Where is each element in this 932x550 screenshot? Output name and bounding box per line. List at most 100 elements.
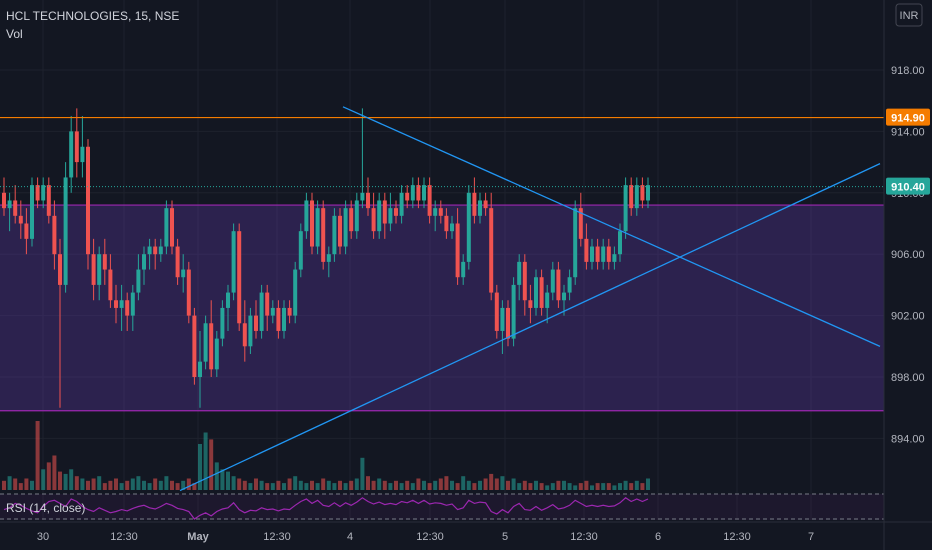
candle-body bbox=[282, 307, 286, 331]
candle-body bbox=[119, 300, 124, 308]
candle bbox=[108, 254, 113, 308]
candle bbox=[646, 177, 650, 209]
candle bbox=[254, 300, 258, 339]
candle-body bbox=[214, 338, 219, 370]
candle-body bbox=[511, 284, 516, 339]
candle bbox=[181, 254, 186, 293]
volume-bar bbox=[466, 480, 471, 490]
candle bbox=[125, 292, 130, 331]
candle-body bbox=[7, 200, 12, 209]
descending-trendline[interactable] bbox=[342, 106, 881, 347]
volume-bar bbox=[550, 483, 555, 490]
candle bbox=[170, 200, 174, 255]
candle bbox=[450, 215, 454, 239]
volume-bar bbox=[52, 455, 57, 490]
volume-bar bbox=[24, 478, 29, 490]
candle-body bbox=[534, 277, 538, 308]
candle-body bbox=[382, 200, 387, 224]
candle bbox=[259, 284, 264, 339]
time-tick-label: 12:30 bbox=[110, 531, 138, 543]
candle-body bbox=[343, 208, 348, 247]
candle bbox=[242, 300, 247, 362]
volume-bar bbox=[511, 478, 516, 490]
candle-body bbox=[377, 200, 382, 232]
candle bbox=[366, 177, 370, 216]
price-tick-label: 902.00 bbox=[891, 311, 925, 323]
volume-bar bbox=[640, 483, 645, 490]
candle bbox=[58, 238, 62, 408]
candle bbox=[377, 192, 382, 239]
volume-bar bbox=[506, 480, 510, 490]
candle bbox=[478, 192, 482, 224]
volume-bar bbox=[366, 476, 370, 490]
candle bbox=[466, 185, 471, 270]
volume-bar bbox=[125, 480, 130, 490]
candle-body bbox=[466, 192, 471, 262]
candle-body bbox=[24, 223, 29, 239]
candle-body bbox=[231, 231, 236, 293]
candle-body bbox=[310, 200, 314, 247]
volume-bar bbox=[450, 480, 454, 490]
candle-body bbox=[461, 261, 466, 278]
volume-bar bbox=[646, 478, 650, 490]
candle-body bbox=[142, 254, 146, 270]
candle-body bbox=[209, 323, 214, 370]
candle-body bbox=[153, 246, 158, 255]
time-tick-label: 12:30 bbox=[570, 531, 598, 543]
candle bbox=[382, 192, 387, 239]
candle-body bbox=[315, 208, 320, 247]
candle bbox=[539, 269, 544, 316]
candle bbox=[444, 208, 449, 239]
candle-body bbox=[455, 223, 460, 278]
volume-bar bbox=[321, 478, 326, 490]
volume-bar bbox=[629, 483, 634, 490]
volume-bar bbox=[326, 480, 331, 490]
candle bbox=[209, 300, 214, 377]
candle-body bbox=[500, 307, 505, 331]
volume-bar bbox=[455, 483, 460, 490]
volume-bar bbox=[63, 473, 68, 490]
volume-bar bbox=[612, 485, 617, 490]
candle bbox=[584, 223, 589, 270]
candle-body bbox=[192, 315, 197, 377]
candle bbox=[567, 269, 572, 301]
candle-body bbox=[114, 300, 118, 308]
candle-body bbox=[147, 246, 152, 255]
candle-body bbox=[528, 300, 533, 308]
time-tick-label: 7 bbox=[808, 531, 814, 543]
candle bbox=[427, 177, 432, 224]
candle bbox=[461, 254, 466, 285]
currency-badge[interactable] bbox=[895, 3, 923, 27]
candle bbox=[388, 192, 393, 232]
candle bbox=[332, 208, 337, 262]
candle bbox=[590, 238, 594, 270]
candle-body bbox=[13, 200, 18, 216]
candle bbox=[52, 200, 57, 270]
price-tick-label: 894.00 bbox=[891, 433, 925, 445]
volume-bar bbox=[343, 483, 348, 490]
candle bbox=[282, 300, 286, 339]
candle-body bbox=[164, 208, 169, 247]
volume-bar bbox=[371, 480, 376, 490]
volume-bar bbox=[433, 480, 438, 490]
candle bbox=[24, 208, 29, 255]
volume-bar bbox=[220, 469, 225, 490]
candle bbox=[203, 315, 208, 370]
candle-body bbox=[130, 292, 135, 316]
rsi-band bbox=[0, 494, 884, 520]
candle bbox=[422, 177, 426, 209]
candle-body bbox=[63, 177, 68, 285]
candle bbox=[534, 269, 538, 316]
ascending-trendline[interactable] bbox=[179, 163, 881, 492]
candle bbox=[338, 208, 342, 255]
volume-bar bbox=[405, 480, 410, 490]
volume-bar bbox=[534, 480, 538, 490]
candle-body bbox=[58, 254, 62, 285]
candle-body bbox=[30, 185, 34, 239]
volume-bar bbox=[170, 480, 174, 490]
candle-body bbox=[170, 208, 174, 247]
candle bbox=[114, 284, 118, 324]
candle-body bbox=[545, 292, 550, 308]
